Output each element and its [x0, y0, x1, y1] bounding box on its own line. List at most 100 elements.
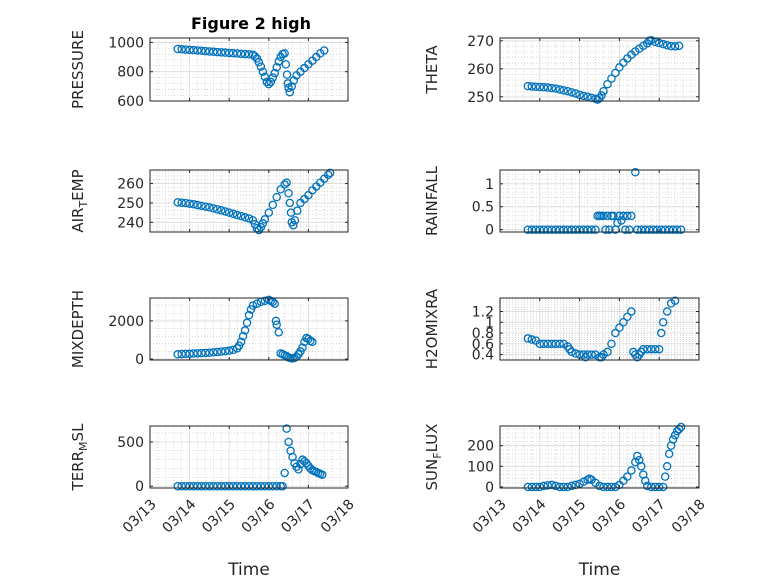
y-axis-label: THETA: [423, 45, 441, 95]
data-point: [643, 344, 652, 354]
data-point: [603, 482, 612, 492]
data-point: [197, 348, 206, 358]
y-tick-label: 0.5: [472, 200, 494, 216]
data-point: [523, 81, 533, 91]
y-tick-label: 0.8: [472, 326, 494, 342]
y-axis-label-main: H2OMIXRA: [423, 288, 441, 369]
x-tick-label: 03/18: [318, 496, 358, 536]
data-point: [539, 83, 549, 92]
data-point: [228, 209, 238, 219]
tick-marks: [499, 298, 700, 360]
data-point: [555, 339, 564, 349]
data-point: [662, 462, 672, 471]
data-point: [637, 225, 646, 234]
data-point: [535, 339, 545, 349]
axes-box: [499, 169, 700, 233]
data-point: [220, 48, 230, 57]
data-point: [177, 481, 186, 491]
data-point: [217, 347, 226, 356]
data-point: [236, 211, 246, 221]
data-point: [274, 57, 283, 66]
data-point: [264, 208, 274, 217]
data-point: [547, 83, 556, 93]
axes-box: [149, 425, 349, 489]
data-point: [209, 47, 218, 57]
data-point: [607, 482, 616, 492]
data-point: [205, 481, 214, 491]
data-point: [527, 482, 537, 492]
data-point: [547, 225, 556, 234]
data-point: [220, 207, 230, 216]
data-point: [280, 468, 289, 478]
data-point: [294, 465, 303, 474]
data-point: [559, 482, 568, 492]
data-point: [284, 437, 293, 447]
data-point: [236, 481, 246, 491]
data-point: [601, 225, 610, 234]
data-point: [185, 481, 194, 491]
data-point: [658, 318, 668, 327]
data-point: [280, 180, 289, 189]
data-point: [660, 472, 670, 481]
y-tick-label: 270: [467, 34, 494, 50]
axes-box: [149, 169, 349, 233]
data-point: [236, 337, 246, 347]
data-point: [551, 481, 560, 491]
data-point: [652, 225, 662, 234]
data-point: [543, 83, 553, 92]
data-point: [217, 481, 226, 491]
data-point: [224, 48, 234, 58]
data-point: [648, 225, 658, 234]
data-point: [201, 46, 210, 56]
data-point: [244, 310, 254, 320]
data-point: [260, 215, 270, 224]
data-point: [599, 211, 608, 221]
y-axis-label: PRESSURE: [69, 30, 87, 109]
data-point: [587, 93, 596, 103]
data-point: [220, 346, 230, 356]
data-point: [567, 225, 576, 234]
data-series: [523, 422, 686, 492]
data-point: [654, 344, 664, 354]
data-point: [272, 320, 281, 329]
data-point: [571, 349, 580, 358]
subplot-2: 250 260 270 THETA: [423, 34, 700, 106]
data-point: [555, 85, 564, 94]
data-point: [274, 328, 283, 337]
y-tick-label: 1.2: [472, 304, 494, 320]
data-point: [262, 77, 272, 87]
data-point: [254, 57, 264, 67]
y-axis-label: TERRMSL: [69, 423, 90, 492]
data-point: [258, 67, 268, 76]
tick-marks: [149, 38, 349, 102]
data-point: [656, 328, 666, 338]
data-point: [583, 225, 592, 234]
data-series: [173, 168, 335, 235]
data-point: [579, 91, 588, 101]
data-point: [676, 225, 686, 234]
y-axis-label-suffix: LUX: [423, 424, 441, 453]
data-point: [599, 86, 608, 96]
plot-area: [500, 426, 699, 488]
y-tick-label: 250: [467, 90, 494, 106]
data-point: [627, 307, 636, 316]
y-tick-label: 0.4: [472, 348, 494, 364]
data-point: [240, 326, 250, 335]
data-point: [551, 84, 560, 93]
data-series: [523, 296, 680, 362]
data-point: [213, 481, 222, 491]
data-point: [563, 482, 572, 492]
data-point: [272, 481, 281, 491]
plot-area: [500, 170, 699, 232]
data-point: [639, 344, 648, 354]
y-axis-label: RAINFALL: [423, 165, 441, 236]
data-point: [197, 46, 206, 55]
tick-marks: [149, 298, 349, 360]
data-point: [232, 49, 242, 58]
data-point: [268, 73, 278, 82]
data-point: [637, 462, 646, 471]
data-point: [555, 482, 564, 492]
data-point: [587, 225, 596, 234]
data-point: [250, 52, 260, 61]
data-point: [323, 170, 333, 180]
